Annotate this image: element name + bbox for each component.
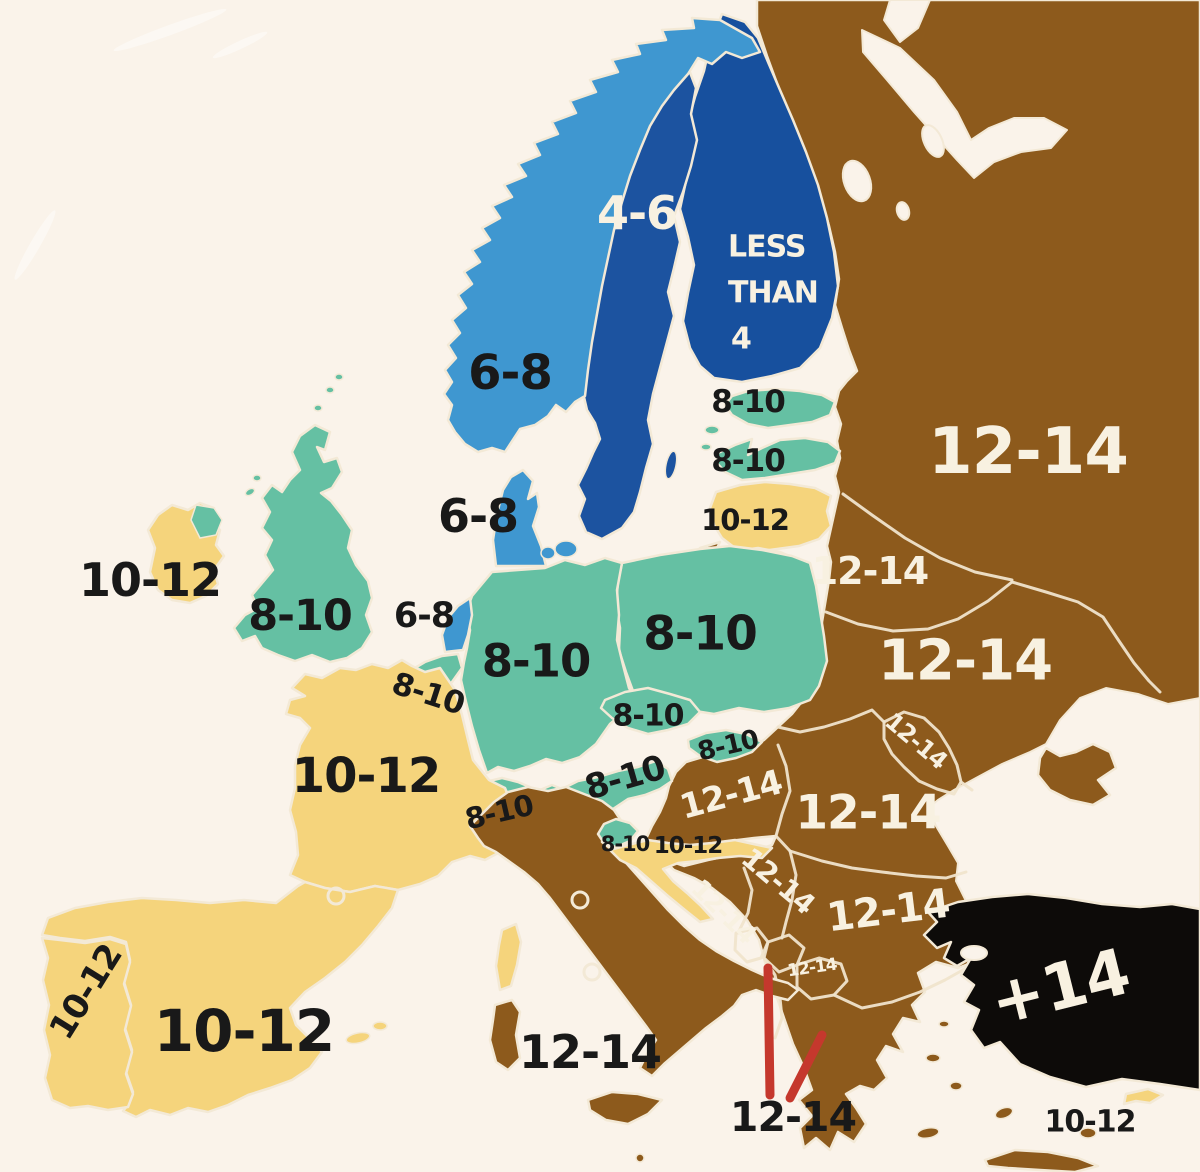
microstate-san-marino	[570, 890, 590, 910]
arrow-to-greece	[785, 1030, 827, 1103]
map-label-germany: 8-10	[482, 635, 591, 688]
map-label-finland-line1: LESS	[728, 230, 805, 265]
map-label-russia: 12-14	[928, 415, 1128, 489]
island-malta	[635, 1153, 645, 1163]
country-slovakia	[686, 728, 764, 764]
region-crimea	[1036, 742, 1118, 807]
border-serbia-bosnia	[736, 866, 754, 935]
map-label-norway: 6-8	[468, 345, 552, 401]
map-label-belarus: 12-14	[812, 549, 929, 593]
map-label-netherlands: 6-8	[394, 596, 454, 636]
border-hungary-romania	[774, 743, 792, 838]
country-denmark	[491, 468, 548, 568]
country-croatia	[608, 838, 774, 924]
map-label-denmark: 6-8	[438, 489, 518, 543]
border-north-macedonia	[795, 956, 849, 1001]
map-label-romania: 12-14	[795, 786, 940, 841]
border-serbia-west	[774, 834, 792, 853]
map-label-latvia: 8-10	[711, 443, 785, 479]
sea-of-marmara	[960, 945, 988, 961]
border-ukraine-romania	[776, 708, 886, 734]
country-united-kingdom	[232, 423, 374, 664]
border-belarus-ukraine	[824, 580, 1014, 633]
map-label-ukraine: 12-14	[878, 629, 1052, 694]
cloud-streaks	[14, 8, 268, 280]
border-montenegro	[733, 926, 770, 964]
white-sea-and-lakes	[841, 0, 1068, 221]
arrow-to-albania	[763, 963, 775, 1100]
border-danube-bulgaria	[788, 849, 968, 880]
border-moldova	[882, 710, 963, 796]
country-turkey	[922, 892, 1200, 1092]
map-label-croatia: 10-12	[654, 833, 723, 859]
lake-ladoga	[841, 159, 873, 203]
region-northern-ireland	[190, 504, 223, 539]
map-label-albania-greece: 12-14	[730, 1093, 856, 1141]
border-russia-ukraine	[1010, 580, 1162, 694]
map-label-finland-line2: THAN	[728, 276, 818, 311]
border-romania-coast	[959, 780, 974, 792]
map-label-sweden: 4-6	[597, 186, 677, 240]
map-label-spain: 10-12	[154, 997, 335, 1065]
scottish-islands	[244, 373, 344, 497]
map-label-estonia: 8-10	[711, 384, 785, 420]
country-portugal	[40, 936, 135, 1112]
island-gotland	[664, 450, 678, 480]
island-hiiumaa	[700, 443, 712, 451]
map-label-uk: 8-10	[248, 591, 352, 641]
country-netherlands	[440, 596, 474, 654]
balearic-islands	[345, 1021, 388, 1045]
country-czechia	[599, 686, 702, 736]
map-label-cyprus: 10-12	[1045, 1105, 1136, 1140]
border-russia-belarus	[841, 492, 1014, 582]
country-lithuania	[708, 480, 833, 554]
lake-onega	[921, 124, 945, 158]
aegean-islands	[916, 1020, 1097, 1140]
country-latvia	[714, 436, 842, 482]
annotation-arrows	[763, 963, 827, 1103]
map-label-poland: 8-10	[643, 607, 757, 662]
map-label-slovenia: 8-10	[601, 832, 650, 856]
island-zealand	[554, 540, 578, 558]
island-crete	[983, 1148, 1100, 1172]
island-cyprus	[1122, 1087, 1165, 1106]
country-norway	[442, 16, 762, 454]
country-slovenia	[596, 817, 640, 849]
map-label-france: 10-12	[292, 748, 441, 804]
island-sicily	[586, 1090, 664, 1126]
island-saaremaa	[704, 425, 720, 435]
microstate-andorra	[326, 886, 346, 906]
map-label-finland-line3: 4	[731, 322, 751, 357]
map-label-ireland: 10-12	[79, 553, 221, 607]
microstate-vatican	[582, 962, 602, 982]
map-label-lithuania: 10-12	[701, 503, 789, 537]
island-funen	[540, 546, 556, 560]
map-label-czechia: 8-10	[612, 699, 683, 734]
country-borders	[733, 492, 1162, 1040]
border-serbia-bulgaria	[780, 849, 798, 940]
island-sardinia	[488, 998, 522, 1072]
map-label-italy: 12-14	[519, 1025, 661, 1079]
country-estonia	[723, 387, 837, 430]
island-corsica	[494, 922, 523, 992]
